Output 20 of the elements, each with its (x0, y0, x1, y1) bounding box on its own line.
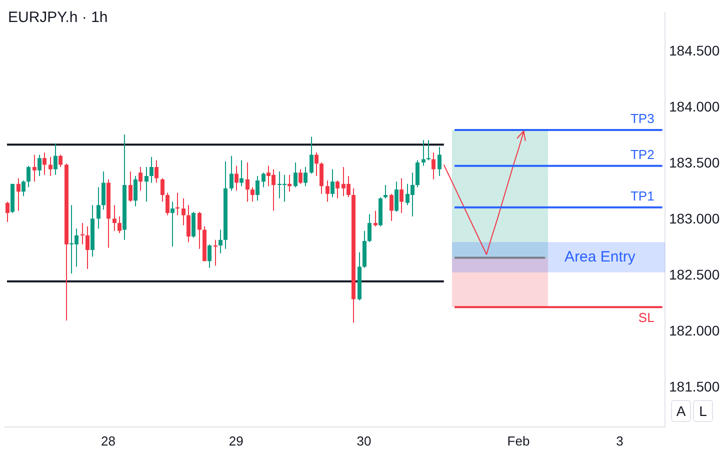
y-tick-label: 181.500 (669, 378, 720, 395)
y-tick-label: 182.500 (669, 266, 720, 283)
x-tick-label: Feb (507, 433, 530, 448)
series-label: Area Entry (564, 248, 636, 266)
x-tick-label: 3 (616, 433, 624, 448)
y-tick-label: 182.000 (669, 322, 720, 339)
x-tick-label: 28 (100, 433, 116, 448)
series-label: TP3 (630, 111, 654, 126)
chart-title: EURJPY.h · 1h (8, 9, 108, 26)
series-label: TP1 (630, 188, 654, 204)
y-tick-label: 183.500 (669, 154, 720, 171)
button: L (693, 400, 713, 422)
x-tick-label: 30 (356, 433, 372, 448)
y-tick-label: 183.000 (669, 210, 720, 227)
button: A (671, 400, 691, 422)
series-label: SL (638, 310, 654, 326)
y-tick-label: 184.500 (669, 42, 720, 58)
series-label: TP2 (630, 146, 654, 162)
y-tick-label: 184.000 (669, 98, 720, 115)
x-tick-label: 29 (228, 433, 244, 448)
